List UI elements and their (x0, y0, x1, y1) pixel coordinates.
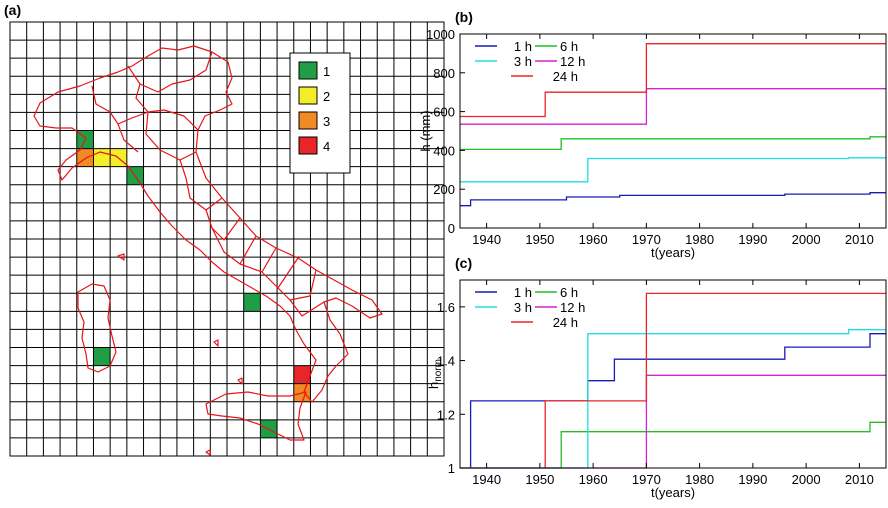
x-tick-label: 2010 (845, 232, 874, 247)
x-tick-label: 1990 (738, 472, 767, 487)
map-legend-swatch (298, 136, 318, 155)
italy-grid-map: 1 2 3 4 (9, 21, 445, 457)
map-legend-label: 2 (323, 89, 330, 104)
map-legend-label: 4 (323, 139, 330, 154)
x-tick-label: 1940 (472, 232, 501, 247)
y-tick-label: 1 (448, 461, 455, 476)
legend-label: 3 h (514, 300, 532, 315)
series-line (460, 192, 886, 207)
small-island-3 (205, 449, 211, 456)
series-line (460, 374, 886, 469)
map-cell-class-4 (293, 365, 311, 384)
map-legend-swatch (298, 111, 318, 130)
italy-outline (33, 45, 383, 456)
x-tick-label: 1960 (579, 232, 608, 247)
legend-label: 24 h (553, 315, 578, 330)
series-line (460, 157, 886, 183)
x-tick-label: 1960 (579, 472, 608, 487)
series-line (469, 333, 886, 468)
y-axis-label-sub: norm (433, 359, 444, 382)
x-tick-label: 1990 (738, 232, 767, 247)
map-cell-class-2 (93, 148, 111, 167)
legend-label: 12 h (560, 54, 585, 69)
y-axis-label: h (mm) (418, 110, 433, 151)
chart-b: 1940 1950 1960 1970 1980 1990 2000 2010 0 200 400 6… (418, 27, 887, 260)
legend-label: 12 h (560, 300, 585, 315)
legend-label: 24 h (553, 69, 578, 84)
map-legend: 1 2 3 4 (289, 52, 351, 174)
x-tick-label: 1970 (632, 232, 661, 247)
x-tick-label: 2010 (845, 472, 874, 487)
series-line (460, 136, 886, 151)
map-legend-swatch (298, 86, 318, 105)
panel-b-label: (b) (455, 9, 473, 25)
y-tick-label: 600 (433, 105, 455, 120)
series-line (460, 88, 886, 125)
small-island-2 (237, 377, 243, 385)
x-axis-label: t(years) (651, 245, 695, 260)
plot-frame (459, 279, 887, 469)
series-line (460, 329, 886, 469)
panel-c-label: (c) (455, 255, 472, 271)
y-tick-label: 800 (433, 66, 455, 81)
x-tick-label: 2000 (792, 472, 821, 487)
x-tick-label: 1950 (525, 232, 554, 247)
y-tick-label: 400 (433, 143, 455, 158)
legend-label: 6 h (560, 39, 578, 54)
y-tick-label: 0 (448, 221, 455, 236)
plot-frame (459, 33, 887, 229)
map-cell-class-3 (76, 148, 94, 167)
x-tick-label: 1940 (472, 472, 501, 487)
legend-label: 6 h (560, 285, 578, 300)
legend-label: 1 h (514, 285, 532, 300)
series-line (460, 421, 886, 469)
mainland-outline (33, 45, 383, 403)
map-legend-label: 1 (323, 64, 330, 79)
legend-label: 1 h (514, 39, 532, 54)
legend-label: 3 h (514, 54, 532, 69)
x-tick-label: 2000 (792, 232, 821, 247)
y-tick-label: 1.6 (437, 300, 455, 315)
series-line (544, 292, 886, 468)
y-tick-label: 200 (433, 182, 455, 197)
map-legend-label: 3 (323, 114, 330, 129)
sardinia-outline (77, 283, 117, 373)
x-tick-label: 1970 (632, 472, 661, 487)
region-borders (91, 51, 325, 317)
x-axis-label: t(years) (651, 485, 695, 500)
y-tick-label: 1.4 (437, 354, 455, 369)
series-line (460, 43, 886, 118)
sicily-outline (205, 391, 307, 441)
x-tick-label: 1950 (525, 472, 554, 487)
y-tick-label: 1000 (426, 27, 455, 42)
chart-c: 1940 1950 1960 1970 1980 1990 2000 2010 1 1.2 1.4 1… (426, 279, 887, 500)
x-tick-label: 1980 (685, 232, 714, 247)
y-tick-label: 1.2 (437, 407, 455, 422)
x-tick-label: 1980 (685, 472, 714, 487)
map-grid-lines (10, 22, 444, 456)
map-legend-swatch (298, 61, 318, 80)
small-island-1 (213, 339, 219, 347)
elba-island (117, 253, 125, 261)
panel-a-label: (a) (4, 2, 21, 18)
map-cell-class-1 (243, 293, 261, 312)
map-cell-class-1 (93, 347, 111, 366)
